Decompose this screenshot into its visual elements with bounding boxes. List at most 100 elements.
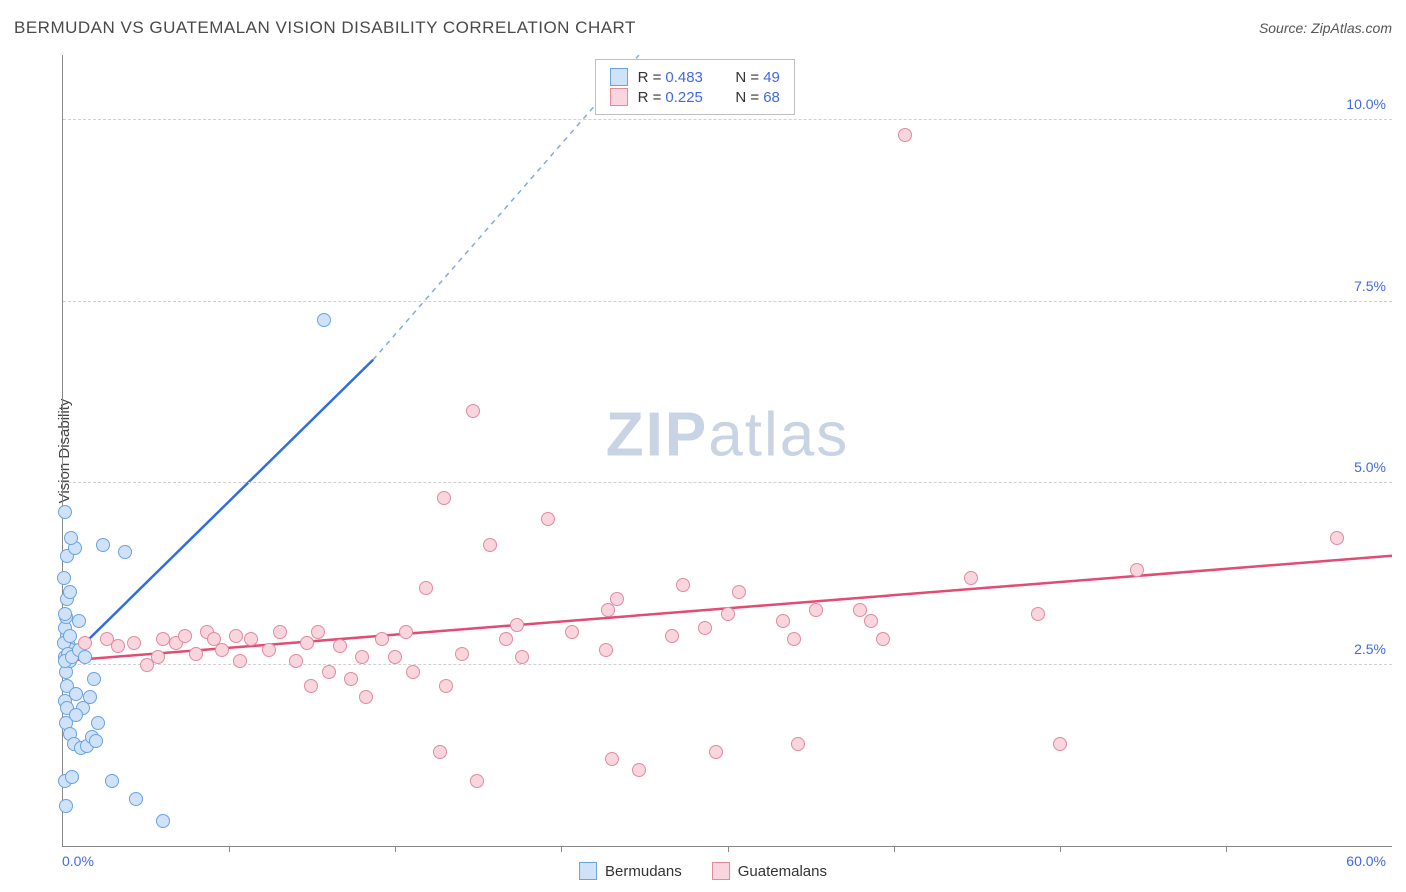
data-point (605, 752, 619, 766)
chart-source: Source: ZipAtlas.com (1259, 20, 1392, 36)
y-tick-label: 10.0% (1346, 96, 1386, 112)
watermark: ZIPatlas (606, 399, 849, 470)
data-point (439, 679, 453, 693)
data-point (87, 672, 101, 686)
footer-legend-item: Bermudans (579, 862, 682, 880)
legend-n: N =49 (735, 69, 779, 86)
data-point (399, 625, 413, 639)
data-point (599, 643, 613, 657)
data-point (207, 632, 221, 646)
data-point (57, 571, 71, 585)
data-point (189, 647, 203, 661)
data-point (333, 639, 347, 653)
y-tick-label: 2.5% (1354, 641, 1386, 657)
x-tick-mark (395, 846, 396, 852)
data-point (565, 625, 579, 639)
legend-swatch (712, 862, 730, 880)
legend-n: N =68 (735, 89, 779, 106)
data-point (58, 607, 72, 621)
data-point (455, 647, 469, 661)
trend-lines-layer (63, 55, 1392, 846)
gridline-h (63, 664, 1392, 665)
x-axis-end-label: 60.0% (1346, 853, 1386, 869)
data-point (63, 629, 77, 643)
data-point (809, 603, 823, 617)
x-tick-mark (229, 846, 230, 852)
gridline-h (63, 482, 1392, 483)
data-point (96, 538, 110, 552)
data-point (63, 585, 77, 599)
statistics-legend: R =0.483 N =49 R =0.225 N =68 (595, 59, 795, 115)
legend-stat-row: R =0.483 N =49 (610, 68, 780, 86)
data-point (541, 512, 555, 526)
data-point (156, 814, 170, 828)
data-point (433, 745, 447, 759)
x-tick-mark (1226, 846, 1227, 852)
data-point (311, 625, 325, 639)
data-point (898, 128, 912, 142)
data-point (72, 614, 86, 628)
data-point (322, 665, 336, 679)
x-tick-mark (561, 846, 562, 852)
data-point (69, 708, 83, 722)
x-tick-mark (1060, 846, 1061, 852)
data-point (375, 632, 389, 646)
data-point (388, 650, 402, 664)
data-point (1330, 531, 1344, 545)
data-point (1053, 737, 1067, 751)
data-point (64, 531, 78, 545)
plot-region: ZIPatlas R =0.483 N =49 R =0.225 N =68 2.… (62, 55, 1392, 847)
data-point (515, 650, 529, 664)
data-point (129, 792, 143, 806)
data-point (791, 737, 805, 751)
data-point (1031, 607, 1045, 621)
data-point (118, 545, 132, 559)
data-point (632, 763, 646, 777)
trend-line (63, 360, 373, 665)
data-point (89, 734, 103, 748)
y-tick-label: 7.5% (1354, 278, 1386, 294)
data-point (864, 614, 878, 628)
data-point (233, 654, 247, 668)
data-point (262, 643, 276, 657)
data-point (78, 636, 92, 650)
legend-swatch (610, 68, 628, 86)
data-point (466, 404, 480, 418)
data-point (304, 679, 318, 693)
chart-area: Vision Disability ZIPatlas R =0.483 N =4… (40, 55, 1392, 847)
data-point (787, 632, 801, 646)
chart-header: BERMUDAN VS GUATEMALAN VISION DISABILITY… (14, 18, 1392, 38)
data-point (289, 654, 303, 668)
data-point (151, 650, 165, 664)
series-legend: Bermudans Guatemalans (579, 862, 827, 880)
data-point (59, 799, 73, 813)
x-tick-mark (728, 846, 729, 852)
data-point (698, 621, 712, 635)
gridline-h (63, 301, 1392, 302)
data-point (665, 629, 679, 643)
data-point (419, 581, 433, 595)
data-point (610, 592, 624, 606)
data-point (499, 632, 513, 646)
data-point (876, 632, 890, 646)
data-point (229, 629, 243, 643)
data-point (483, 538, 497, 552)
gridline-h (63, 119, 1392, 120)
data-point (300, 636, 314, 650)
data-point (78, 650, 92, 664)
data-point (732, 585, 746, 599)
data-point (709, 745, 723, 759)
footer-legend-item: Guatemalans (712, 862, 827, 880)
data-point (344, 672, 358, 686)
data-point (406, 665, 420, 679)
data-point (1130, 563, 1144, 577)
data-point (437, 491, 451, 505)
data-point (470, 774, 484, 788)
legend-r: R =0.225 (638, 89, 703, 106)
data-point (676, 578, 690, 592)
data-point (83, 690, 97, 704)
legend-swatch (579, 862, 597, 880)
data-point (776, 614, 790, 628)
legend-label: Bermudans (605, 863, 682, 880)
data-point (244, 632, 258, 646)
